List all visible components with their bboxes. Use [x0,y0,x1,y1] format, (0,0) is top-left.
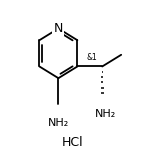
Text: HCl: HCl [62,136,84,149]
Text: NH₂: NH₂ [94,109,116,119]
Text: &1: &1 [87,53,98,62]
Text: N: N [54,22,63,35]
Text: NH₂: NH₂ [48,118,69,128]
